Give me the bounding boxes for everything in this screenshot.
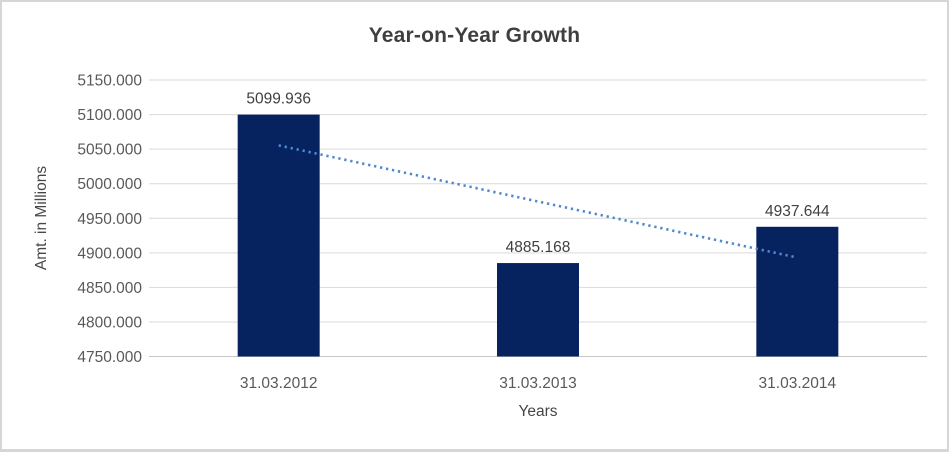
y-tick-label: 5050.000 bbox=[77, 142, 142, 159]
y-tick-label: 5100.000 bbox=[77, 107, 142, 124]
bar-31.03.2013 bbox=[497, 263, 579, 357]
x-tick-label: 31.03.2012 bbox=[240, 375, 318, 392]
data-label: 4937.644 bbox=[765, 203, 830, 220]
x-axis-title: Years bbox=[518, 403, 558, 420]
y-tick-label: 4800.000 bbox=[77, 314, 142, 331]
y-tick-label: 4950.000 bbox=[77, 211, 142, 228]
x-tick-label: 31.03.2013 bbox=[499, 375, 577, 392]
y-tick-label: 5000.000 bbox=[77, 176, 142, 193]
bar-31.03.2014 bbox=[756, 226, 839, 357]
y-tick-label: 5150.000 bbox=[77, 73, 142, 90]
bar-31.03.2012 bbox=[237, 114, 320, 357]
data-label: 5099.936 bbox=[246, 91, 311, 108]
x-tick-label: 31.03.2014 bbox=[759, 375, 837, 392]
y-tick-label: 4900.000 bbox=[77, 245, 142, 262]
data-label: 4885.168 bbox=[506, 239, 571, 256]
y-tick-label: 4850.000 bbox=[77, 280, 142, 297]
chart-title: Year-on-Year Growth bbox=[368, 24, 581, 47]
y-tick-label: 4750.000 bbox=[77, 349, 142, 366]
